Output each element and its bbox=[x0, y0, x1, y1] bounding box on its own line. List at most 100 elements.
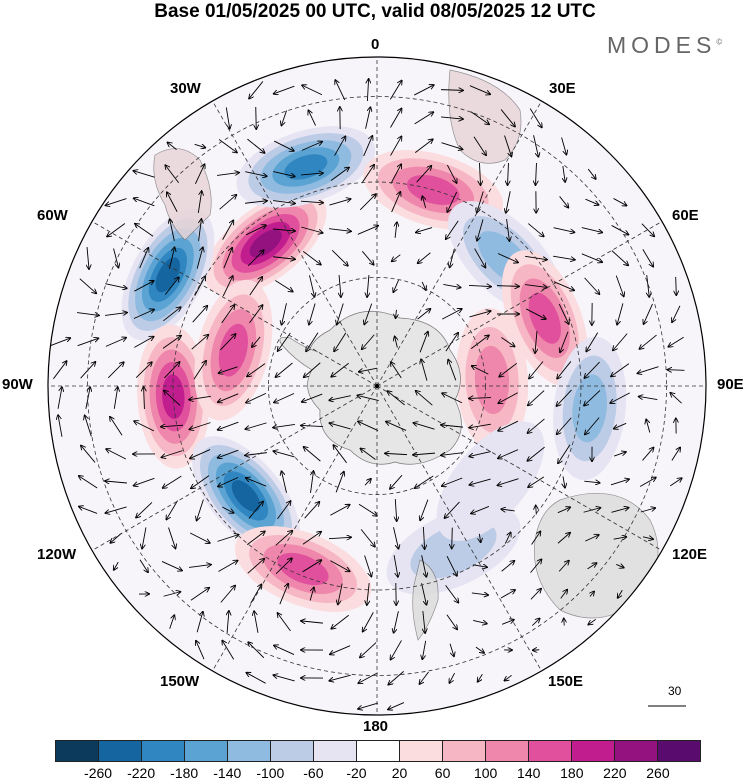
wind-vector bbox=[390, 474, 403, 489]
wind-vector bbox=[245, 225, 266, 236]
wind-vector bbox=[105, 283, 126, 289]
wind-vector bbox=[441, 142, 463, 150]
anomaly-contour bbox=[249, 229, 282, 258]
colorbar-segment-3 bbox=[185, 741, 228, 761]
wind-vector bbox=[105, 481, 127, 483]
wind-vector bbox=[553, 255, 575, 260]
wind-vector bbox=[364, 479, 371, 486]
colorbar-tick-label: -60 bbox=[303, 765, 324, 781]
wind-vector bbox=[329, 395, 351, 401]
wind-vector bbox=[394, 611, 399, 632]
wind-vector bbox=[479, 533, 480, 542]
wind-vector bbox=[584, 390, 601, 405]
wind-vector bbox=[668, 370, 685, 371]
wind-vector bbox=[587, 563, 597, 570]
wind-vector bbox=[419, 332, 428, 353]
wind-vector bbox=[249, 81, 264, 98]
wind-vector bbox=[133, 309, 154, 319]
colorbar-segment-0 bbox=[56, 741, 99, 761]
reference-vector-arrow bbox=[648, 705, 686, 707]
colorbar-tick-label: 140 bbox=[517, 765, 541, 781]
wind-vector bbox=[310, 471, 314, 493]
wind-vector bbox=[190, 422, 211, 430]
copyright-mark: © bbox=[716, 37, 723, 47]
wind-vector bbox=[559, 196, 569, 207]
antarctic-peninsula bbox=[279, 336, 319, 371]
wind-vector bbox=[446, 220, 459, 239]
wind-vector bbox=[221, 305, 235, 324]
wind-vector bbox=[498, 420, 519, 431]
wind-vector bbox=[536, 505, 537, 515]
wind-vector bbox=[223, 248, 232, 269]
wind-vector bbox=[189, 565, 211, 568]
wind-vector bbox=[218, 393, 239, 402]
colorbar-tick-label: -140 bbox=[213, 765, 242, 781]
wind-vector bbox=[646, 419, 651, 433]
wind-vector bbox=[358, 421, 379, 431]
wind-vector bbox=[304, 447, 321, 462]
wind-vector bbox=[107, 223, 126, 237]
wind-vector bbox=[273, 229, 295, 231]
wind-vector bbox=[220, 586, 235, 603]
wind-vector bbox=[639, 478, 656, 487]
wind-vector bbox=[361, 165, 374, 184]
meridian-line bbox=[376, 221, 663, 387]
wind-vector bbox=[275, 558, 292, 574]
wind-vector bbox=[419, 671, 429, 684]
wind-vector bbox=[391, 640, 402, 659]
wind-vector bbox=[446, 164, 456, 183]
wind-vector bbox=[473, 620, 487, 623]
wind-vector bbox=[114, 561, 119, 570]
wind-vector bbox=[331, 614, 349, 629]
wind-vector bbox=[139, 559, 148, 572]
colorbar-segment-9 bbox=[443, 741, 486, 761]
wind-vector bbox=[561, 137, 567, 154]
wind-vector bbox=[560, 331, 569, 352]
colorbar-tick-label: 60 bbox=[434, 765, 451, 781]
wind-vector bbox=[196, 641, 205, 660]
wind-vector bbox=[227, 611, 229, 633]
wind-vector bbox=[422, 640, 427, 659]
wind-vector bbox=[331, 249, 348, 265]
colorbar-segment-6 bbox=[314, 741, 357, 761]
australia bbox=[533, 493, 659, 619]
map-boundary bbox=[47, 56, 707, 716]
wind-vector bbox=[527, 446, 545, 461]
wind-vector bbox=[496, 286, 519, 287]
wind-vector bbox=[449, 672, 455, 683]
wind-vector bbox=[194, 276, 205, 296]
wind-vector bbox=[423, 611, 425, 633]
wind-vector bbox=[392, 254, 401, 262]
wind-vector bbox=[217, 173, 239, 176]
wind-vector bbox=[274, 393, 295, 402]
wind-vector bbox=[77, 338, 99, 347]
wind-vector bbox=[472, 565, 487, 567]
wind-vector bbox=[57, 387, 62, 409]
meridian-line bbox=[212, 100, 378, 387]
wind-vector bbox=[170, 219, 175, 241]
wind-vector bbox=[389, 81, 401, 100]
wind-vector bbox=[414, 139, 433, 154]
wind-vector bbox=[442, 309, 461, 320]
wind-vector bbox=[367, 583, 369, 605]
wind-vector bbox=[169, 247, 174, 269]
wind-vector bbox=[448, 360, 457, 381]
wind-vector bbox=[167, 192, 178, 212]
wind-vector bbox=[614, 422, 627, 428]
wind-vector bbox=[501, 509, 515, 511]
wind-vector bbox=[671, 447, 680, 461]
wind-vector bbox=[79, 507, 98, 514]
lon-label-30e: 30E bbox=[549, 80, 576, 97]
wind-vector bbox=[217, 535, 239, 542]
wind-vector bbox=[330, 560, 349, 572]
wind-vector bbox=[199, 219, 202, 241]
wind-vector bbox=[218, 449, 239, 458]
wind-vector bbox=[196, 612, 203, 633]
wind-vector bbox=[222, 220, 234, 240]
wind-vector bbox=[249, 305, 262, 324]
wind-vector bbox=[613, 333, 628, 351]
wind-vector bbox=[642, 537, 653, 539]
wind-vector bbox=[337, 303, 344, 324]
lon-label-90e: 90E bbox=[717, 376, 744, 393]
wind-vector bbox=[641, 223, 654, 237]
